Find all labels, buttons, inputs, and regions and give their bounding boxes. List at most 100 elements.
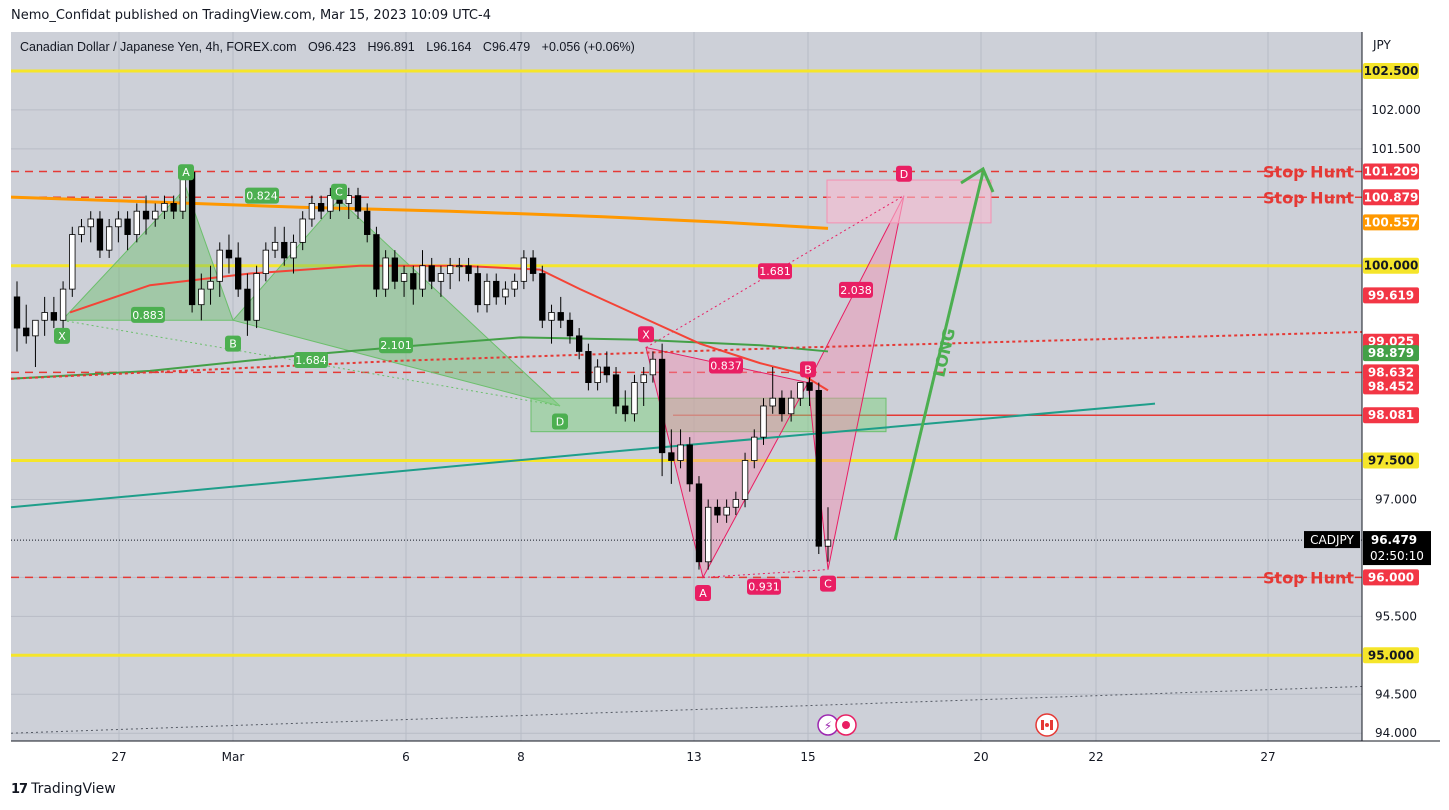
up-candle[interactable]: [115, 218, 122, 228]
event-icons[interactable]: ⚡: [817, 713, 1059, 737]
harmonic-point-badge: [800, 361, 816, 378]
down-candle[interactable]: [585, 351, 592, 384]
up-candle[interactable]: [345, 195, 352, 204]
down-candle[interactable]: [354, 195, 362, 212]
down-candle[interactable]: [281, 241, 288, 259]
down-candle[interactable]: [529, 257, 537, 274]
up-candle[interactable]: [631, 382, 638, 415]
up-candle[interactable]: [327, 195, 334, 212]
down-candle[interactable]: [142, 210, 150, 220]
up-candle[interactable]: [69, 234, 76, 290]
harmonic-point-label: C: [824, 578, 832, 591]
up-candle[interactable]: [741, 460, 749, 500]
up-candle[interactable]: [32, 319, 39, 337]
up-candle[interactable]: [732, 499, 740, 508]
down-candle[interactable]: [96, 218, 104, 251]
down-candle[interactable]: [373, 234, 380, 290]
up-candle[interactable]: [253, 273, 260, 321]
down-candle[interactable]: [225, 249, 233, 259]
tradingview-brand[interactable]: 17 TradingView: [11, 781, 116, 797]
down-candle[interactable]: [235, 257, 242, 290]
up-candle[interactable]: [299, 218, 306, 243]
up-candle[interactable]: [640, 374, 647, 384]
down-candle[interactable]: [714, 506, 721, 516]
down-candle[interactable]: [815, 389, 822, 547]
down-candle[interactable]: [124, 218, 131, 235]
red-level-text: 98.632: [1368, 365, 1414, 379]
up-candle[interactable]: [456, 265, 463, 268]
down-candle[interactable]: [410, 273, 417, 290]
up-candle[interactable]: [41, 312, 48, 321]
down-candle[interactable]: [539, 273, 546, 321]
up-candle[interactable]: [751, 436, 758, 461]
down-candle[interactable]: [612, 374, 620, 407]
down-candle[interactable]: [658, 358, 666, 454]
ratio-badge: [379, 337, 413, 354]
up-candle[interactable]: [649, 358, 657, 376]
down-candle[interactable]: [428, 265, 435, 282]
down-candle[interactable]: [188, 171, 196, 306]
down-candle[interactable]: [778, 397, 786, 415]
up-candle[interactable]: [419, 265, 426, 290]
down-candle[interactable]: [493, 280, 500, 298]
up-candle[interactable]: [502, 288, 509, 298]
up-candle[interactable]: [198, 288, 205, 306]
up-candle[interactable]: [59, 288, 67, 321]
up-candle[interactable]: [290, 241, 297, 259]
down-candle[interactable]: [806, 382, 813, 391]
down-candle[interactable]: [391, 257, 399, 282]
down-candle[interactable]: [23, 327, 30, 337]
up-candle[interactable]: [594, 366, 601, 384]
down-candle[interactable]: [622, 405, 629, 415]
down-candle[interactable]: [244, 288, 251, 321]
down-candle[interactable]: [170, 203, 177, 212]
up-candle[interactable]: [161, 203, 168, 212]
up-candle[interactable]: [133, 210, 140, 235]
up-candle[interactable]: [78, 226, 85, 235]
up-candle[interactable]: [483, 280, 491, 306]
up-candle[interactable]: [437, 273, 445, 282]
up-candle[interactable]: [824, 539, 832, 547]
up-candle[interactable]: [723, 506, 730, 516]
down-candle[interactable]: [695, 483, 703, 563]
down-candle[interactable]: [603, 366, 610, 376]
up-candle[interactable]: [787, 397, 795, 415]
down-candle[interactable]: [465, 265, 472, 274]
up-candle[interactable]: [446, 265, 454, 274]
up-candle[interactable]: [271, 241, 279, 251]
down-candle[interactable]: [686, 444, 693, 485]
harmonic-point-badge: [178, 164, 194, 181]
up-candle[interactable]: [677, 444, 684, 461]
up-candle[interactable]: [400, 273, 408, 282]
down-candle[interactable]: [364, 210, 371, 235]
up-candle[interactable]: [216, 249, 223, 282]
up-candle[interactable]: [520, 257, 528, 282]
up-candle[interactable]: [152, 210, 159, 220]
red-solid-level-badge: [1363, 407, 1419, 424]
stop-hunt-label: Stop Hunt: [1263, 568, 1354, 587]
down-candle[interactable]: [557, 312, 564, 321]
up-candle[interactable]: [382, 257, 389, 290]
up-candle[interactable]: [105, 226, 113, 251]
down-candle[interactable]: [566, 319, 574, 337]
up-candle[interactable]: [548, 312, 555, 321]
down-candle[interactable]: [668, 452, 675, 461]
indicator-price-text: 99.619: [1368, 288, 1414, 302]
up-candle[interactable]: [87, 218, 94, 228]
up-candle[interactable]: [705, 506, 712, 563]
down-candle[interactable]: [317, 203, 325, 212]
up-candle[interactable]: [511, 280, 518, 290]
down-candle[interactable]: [474, 273, 481, 306]
down-candle[interactable]: [13, 296, 21, 329]
up-candle[interactable]: [262, 249, 269, 274]
harmonic-point-badge: [896, 165, 912, 182]
up-candle[interactable]: [760, 405, 767, 438]
up-candle[interactable]: [207, 280, 214, 290]
green-prz-box: [530, 397, 887, 433]
down-candle[interactable]: [50, 312, 58, 321]
up-candle[interactable]: [308, 203, 316, 220]
down-candle[interactable]: [576, 335, 583, 352]
up-candle[interactable]: [797, 382, 804, 399]
up-candle[interactable]: [769, 397, 776, 407]
